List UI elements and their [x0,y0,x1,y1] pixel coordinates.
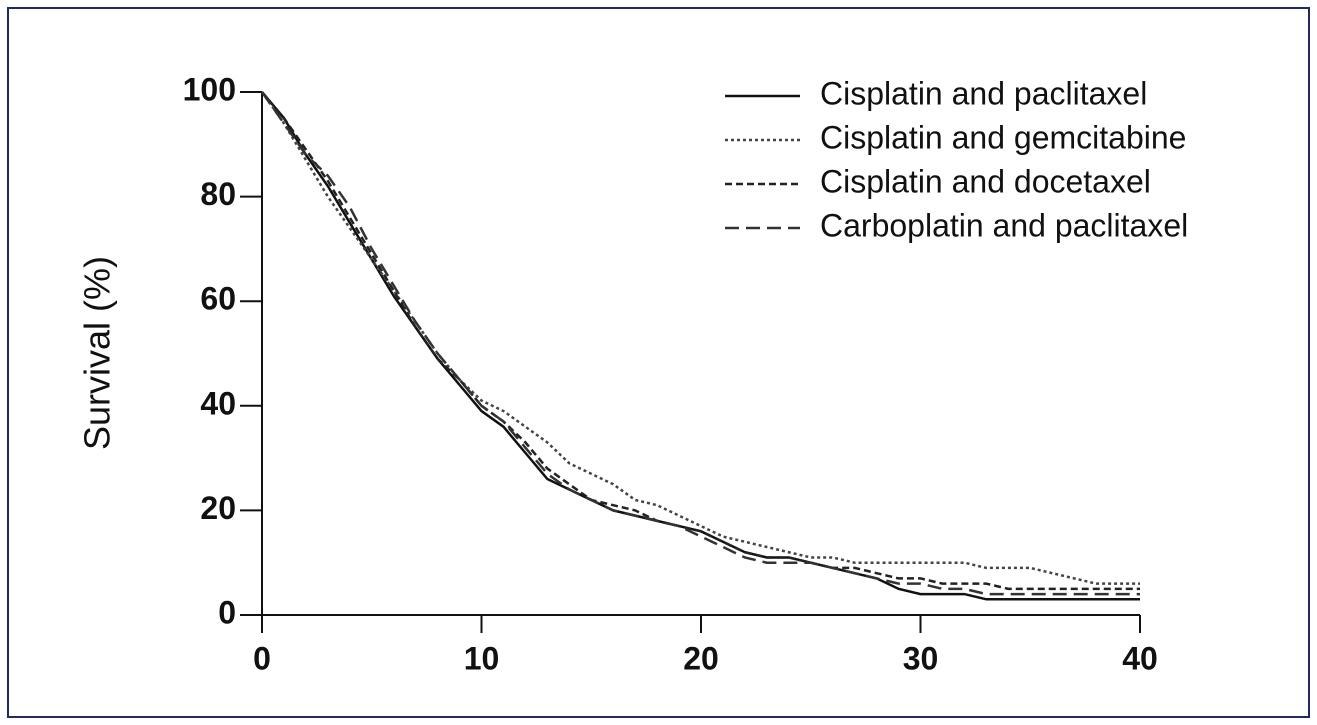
legend-label: Cisplatin and docetaxel [820,163,1151,199]
y-tick-label: 20 [200,490,236,526]
series-line [261,91,1140,591]
x-tick-label: 30 [903,640,939,676]
y-tick-label: 40 [200,385,236,421]
y-tick-label: 0 [218,594,236,630]
x-tick-label: 20 [683,640,719,676]
y-tick-label: 80 [200,176,236,212]
legend-label: Carboplatin and paclitaxel [820,207,1188,243]
y-axis-label: Survival (%) [77,256,118,450]
y-tick-label: 60 [200,281,236,317]
frame [7,7,1310,718]
x-tick-label: 0 [253,640,271,676]
series-line [260,91,1140,596]
y-tick-label: 100 [183,71,236,107]
x-tick-label: 40 [1122,640,1158,676]
x-tick-label: 10 [464,640,500,676]
legend-label: Cisplatin and paclitaxel [820,75,1147,111]
legend-label: Cisplatin and gemcitabine [820,119,1186,155]
